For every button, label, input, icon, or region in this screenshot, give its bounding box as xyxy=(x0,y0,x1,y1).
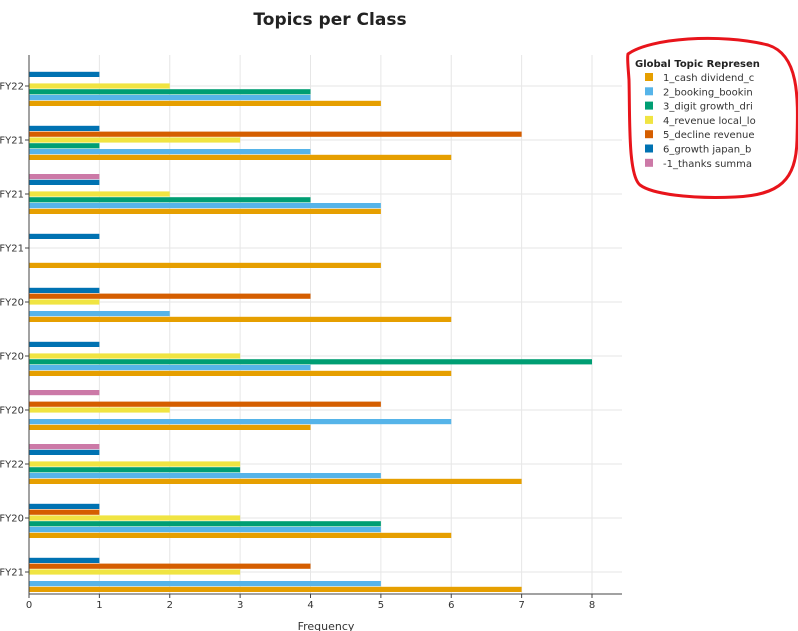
bar xyxy=(29,365,311,371)
y-tick-label: FY21 xyxy=(0,244,24,255)
axes xyxy=(25,55,622,598)
x-tick-labels: 0 1 2 3 4 5 6 7 8 xyxy=(26,600,595,611)
bar xyxy=(29,503,100,509)
bar xyxy=(29,174,100,180)
bar xyxy=(29,370,452,376)
bar xyxy=(29,515,241,521)
bar xyxy=(29,311,170,317)
legend-title: Global Topic Represen xyxy=(635,59,760,70)
legend-entry: -1_thanks summa xyxy=(663,159,752,170)
legend-entry: 5_decline revenue xyxy=(663,130,755,141)
legend-swatch xyxy=(645,101,653,110)
y-tick-label: FY22 xyxy=(0,82,24,93)
chart-title: Topics per Class xyxy=(253,10,406,30)
x-tick-label: 5 xyxy=(378,600,384,611)
x-tick-label: 6 xyxy=(448,600,454,611)
bar xyxy=(29,449,100,455)
bar xyxy=(29,521,381,527)
bar xyxy=(29,341,100,347)
bar xyxy=(29,233,100,239)
bar xyxy=(29,424,311,430)
bar xyxy=(29,89,311,95)
bar xyxy=(29,131,522,137)
x-axis-label: Frequency xyxy=(298,620,355,631)
x-tick-label: 3 xyxy=(237,600,243,611)
bar xyxy=(29,473,381,479)
bar xyxy=(29,359,592,365)
bar xyxy=(29,461,241,467)
y-tick-label: FY21 xyxy=(0,136,24,147)
bar xyxy=(29,316,452,322)
bar xyxy=(29,262,381,268)
y-tick-label: FY22 xyxy=(0,460,24,471)
bar xyxy=(29,509,100,515)
legend-entry: 3_digit growth_dri xyxy=(663,102,753,113)
y-tick-labels: FY22 FY21 FY21 FY21 FY20 FY20 FY20 FY22 FY20 FY21 xyxy=(0,82,24,579)
legend-entry: 6_growth japan_b xyxy=(663,145,751,156)
bars xyxy=(29,71,592,592)
legend-swatch xyxy=(645,73,653,81)
bar xyxy=(29,401,381,407)
bar xyxy=(29,100,381,106)
bar xyxy=(29,299,100,305)
x-tick-label: 8 xyxy=(589,600,595,611)
y-tick-label: FY20 xyxy=(0,406,24,417)
legend-swatch xyxy=(645,87,653,96)
y-tick-label: FY20 xyxy=(0,298,24,309)
legend-swatch xyxy=(645,158,653,167)
legend-entry: 2_booking_bookin xyxy=(663,87,753,98)
bar xyxy=(29,137,241,143)
bar xyxy=(29,287,100,293)
bar xyxy=(29,95,311,101)
legend-swatch xyxy=(645,144,653,153)
bar xyxy=(29,143,100,149)
bar xyxy=(29,586,522,592)
bar xyxy=(29,197,311,203)
bar xyxy=(29,293,311,299)
x-tick-label: 2 xyxy=(167,600,173,611)
bar xyxy=(29,208,381,214)
bar xyxy=(29,149,311,155)
legend-swatch xyxy=(645,130,653,139)
bar xyxy=(29,557,100,563)
x-tick-label: 1 xyxy=(96,600,102,611)
bar xyxy=(29,444,100,450)
bar xyxy=(29,532,452,538)
x-tick-label: 4 xyxy=(307,600,313,611)
bar xyxy=(29,407,170,413)
bar xyxy=(29,125,100,131)
bar xyxy=(29,71,100,77)
bar xyxy=(29,179,100,185)
bar xyxy=(29,569,241,575)
bar xyxy=(29,191,170,197)
bar xyxy=(29,154,452,160)
bar xyxy=(29,203,381,209)
legend-entry: 4_revenue local_lo xyxy=(663,116,756,127)
legend: Global Topic Represen 1_cash dividend_c 2… xyxy=(635,59,760,170)
bar xyxy=(29,581,381,587)
bar xyxy=(29,527,381,533)
x-tick-label: 7 xyxy=(518,600,524,611)
bar xyxy=(29,467,241,473)
legend-swatch xyxy=(645,115,653,124)
bar xyxy=(29,353,241,359)
y-tick-label: FY21 xyxy=(0,568,24,579)
legend-entry: 1_cash dividend_c xyxy=(663,73,754,84)
bar xyxy=(29,563,311,569)
red-annotation-circle xyxy=(626,36,798,199)
y-tick-label: FY20 xyxy=(0,514,24,525)
y-tick-label: FY21 xyxy=(0,190,24,201)
bar xyxy=(29,83,170,89)
y-tick-label: FY20 xyxy=(0,352,24,363)
bar xyxy=(29,390,100,396)
x-tick-label: 0 xyxy=(26,600,32,611)
bar xyxy=(29,419,452,425)
bar xyxy=(29,478,522,484)
